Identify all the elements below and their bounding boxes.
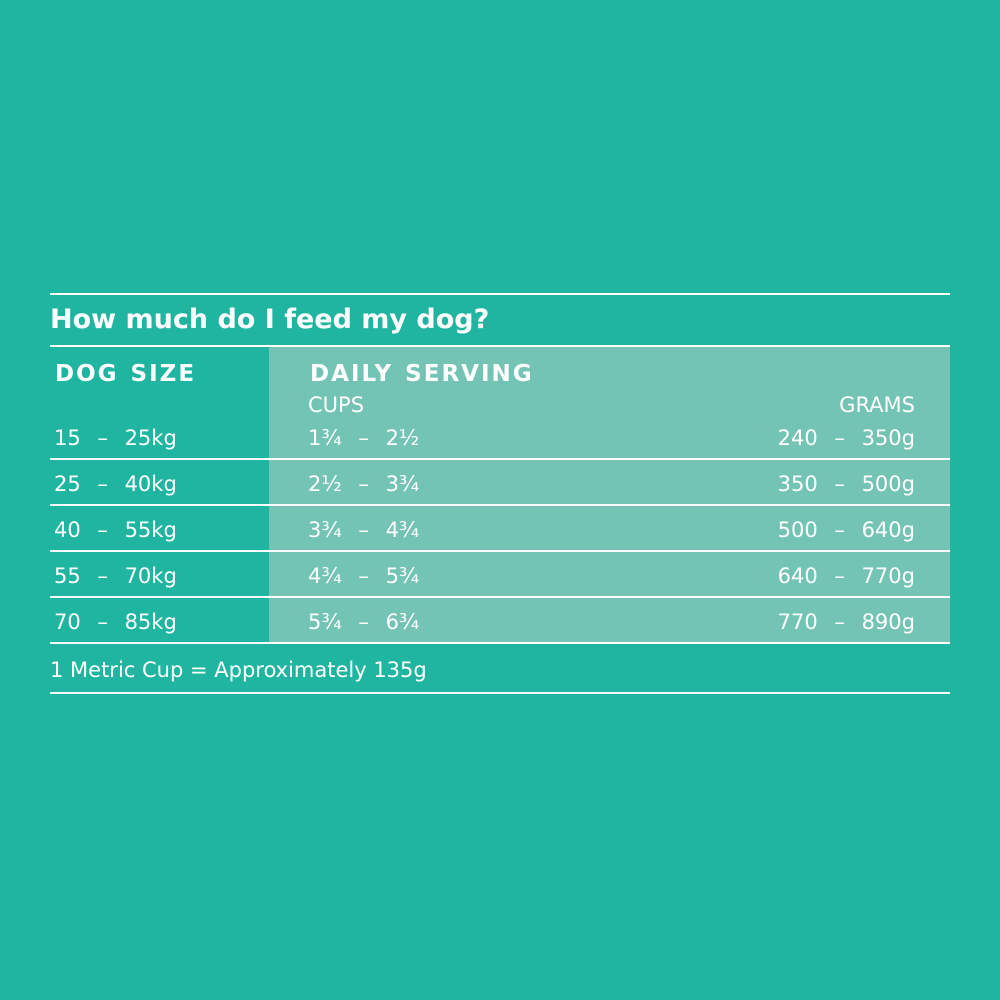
header-serving: DAILY SERVING [310, 361, 534, 387]
rule [50, 596, 950, 598]
cups-cell: 2½ – 3¾ [308, 472, 420, 496]
footnote: 1 Metric Cup = Approximately 135g [50, 658, 427, 682]
header-cups: CUPS [308, 393, 365, 417]
cups-cell: 3¾ – 4¾ [308, 518, 420, 542]
rule [50, 642, 950, 644]
grams-cell: 350 – 500g [777, 472, 915, 496]
rule [50, 504, 950, 506]
serving-panel [269, 346, 950, 643]
rule [50, 692, 950, 694]
grams-cell: 500 – 640g [777, 518, 915, 542]
cups-cell: 4¾ – 5¾ [308, 564, 420, 588]
header-grams: GRAMS [839, 393, 915, 417]
grams-cell: 640 – 770g [777, 564, 915, 588]
dog-size-cell: 40 – 55kg [54, 518, 177, 542]
rule [50, 293, 950, 295]
dog-size-cell: 55 – 70kg [54, 564, 177, 588]
dog-size-cell: 70 – 85kg [54, 610, 177, 634]
cups-cell: 1¾ – 2½ [308, 426, 420, 450]
rule [50, 550, 950, 552]
dog-size-cell: 15 – 25kg [54, 426, 177, 450]
title: How much do I feed my dog? [50, 304, 490, 335]
grams-cell: 240 – 350g [777, 426, 915, 450]
rule [50, 345, 950, 347]
cups-cell: 5¾ – 6¾ [308, 610, 420, 634]
rule [50, 458, 950, 460]
grams-cell: 770 – 890g [777, 610, 915, 634]
dog-size-cell: 25 – 40kg [54, 472, 177, 496]
header-size: DOG SIZE [55, 361, 197, 387]
